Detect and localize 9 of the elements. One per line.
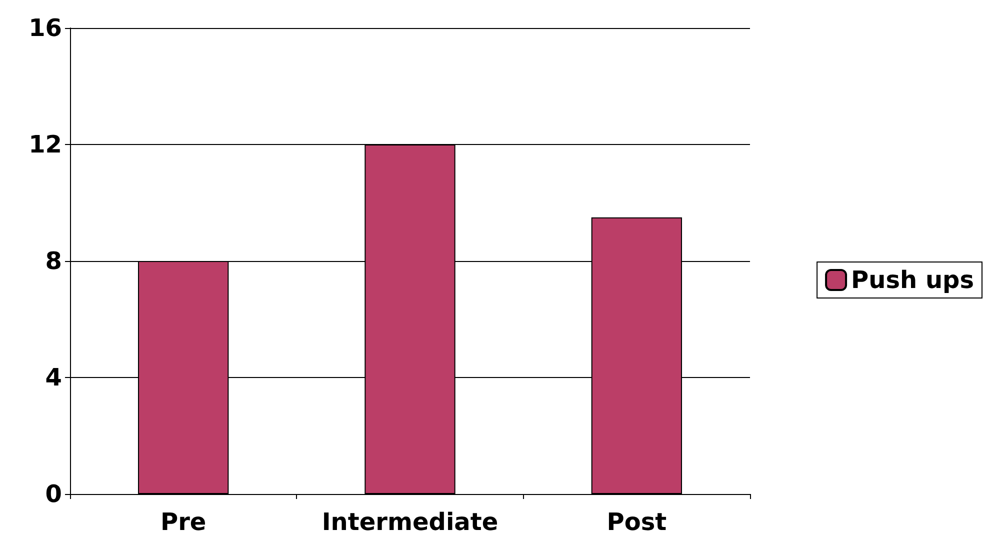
y-tick-label: 16 bbox=[28, 14, 62, 42]
x-tick-label: Intermediate bbox=[322, 508, 498, 536]
legend-label: Push ups bbox=[851, 266, 974, 294]
x-tick-label: Pre bbox=[160, 508, 206, 536]
y-tick-label: 4 bbox=[45, 364, 62, 392]
y-tick-label: 12 bbox=[28, 130, 62, 158]
y-tick-label: 0 bbox=[45, 480, 62, 508]
y-tick-label: 8 bbox=[45, 247, 62, 275]
x-tick-label: Post bbox=[606, 508, 667, 536]
